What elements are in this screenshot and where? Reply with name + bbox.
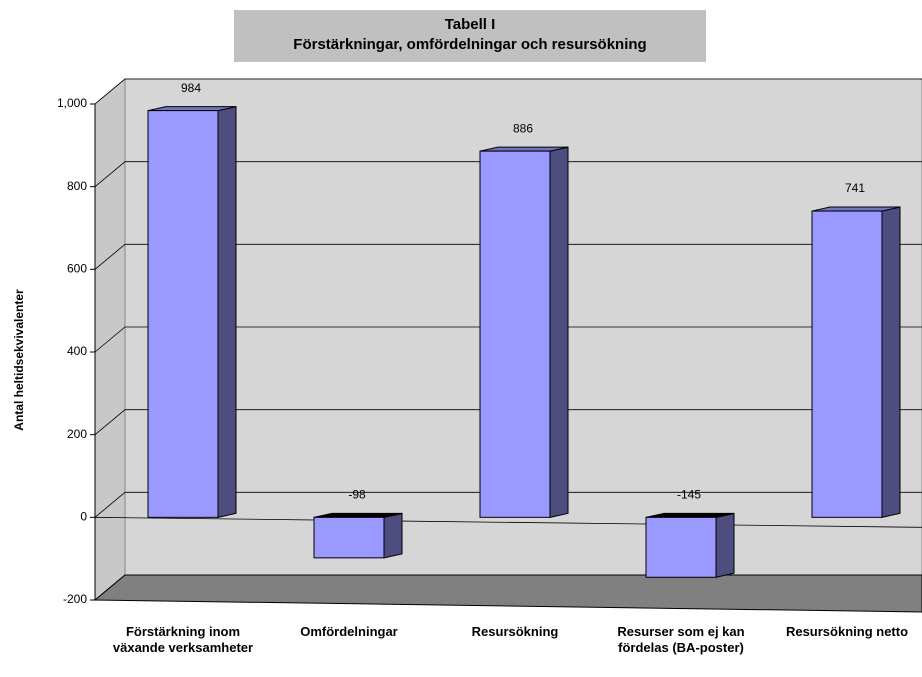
x-tick-label: Resursökning [471,624,559,639]
value-label: 886 [513,121,533,135]
grid-line [94,409,922,435]
x-tick-label: Förstärkning inom växande verksamheter [112,624,254,655]
chart-title: Tabell I [444,16,496,33]
value-label: 741 [845,181,865,195]
bar [147,105,237,518]
bar-top [147,106,237,112]
bar-front [313,516,385,559]
bar-front [811,210,883,518]
bar-top [479,146,569,152]
y-tick-label: 0 [80,510,87,524]
bar-front [147,110,219,518]
bar-side [217,105,237,518]
y-tick-label: 400 [67,344,87,358]
y-tick-label: 800 [67,179,87,193]
y-tick-label: 1,000 [57,96,87,110]
grid-line [94,78,922,105]
y-tick-label: -200 [63,592,87,606]
bar-top [811,206,901,212]
bar-top [645,512,735,518]
x-tick-label: Omfördelningar [300,624,398,639]
value-label: -98 [348,488,366,502]
title-box: Tabell I Förstärkningar, omfördelningar … [234,10,706,62]
bar-side [549,146,569,518]
bar-side [881,206,901,518]
grid-line [94,161,922,187]
floor [93,574,922,613]
x-tick-label: Resurser som ej kan fördelas (BA-poster) [617,624,745,655]
value-label: -145 [677,488,701,502]
bar [645,512,735,578]
grid-line [94,243,922,270]
y-tick-label: 600 [67,262,87,276]
bar-front [645,516,717,578]
x-tick-label: Resursökning netto [785,624,909,639]
grid-line [94,326,922,353]
bar-top [313,512,403,518]
bar-side [715,512,735,578]
value-label: 984 [181,81,201,95]
bar-side [383,512,403,559]
bar [313,512,403,559]
chart-subtitle: Förstärkningar, omfördelningar och resur… [293,36,647,53]
y-axis-label: Antal heltidsekvivalenter [12,289,26,431]
bar-front [479,150,551,518]
y-tick-label: 200 [67,427,87,441]
bar [811,206,901,518]
bar [479,146,569,518]
zero-line [94,516,922,528]
grid-line [94,491,922,518]
